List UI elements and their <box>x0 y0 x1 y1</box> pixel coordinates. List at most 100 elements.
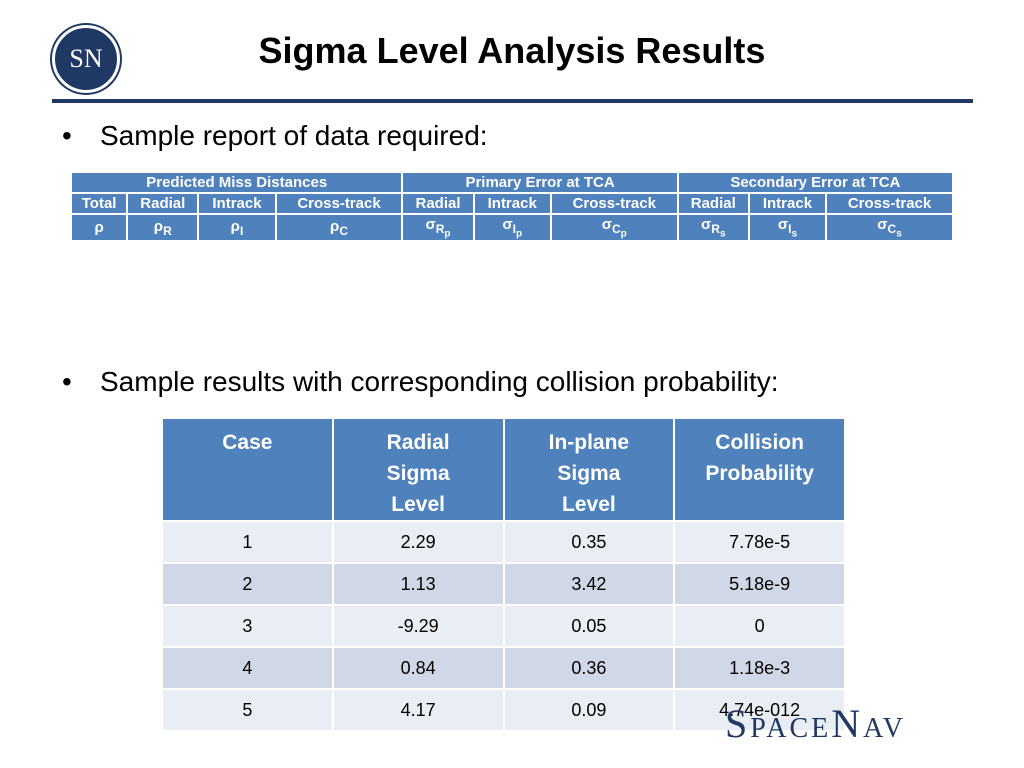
symbol-sub-text: R <box>435 222 445 236</box>
bullet-text: Sample report of data required: <box>100 120 488 151</box>
column-header: Intrack <box>472 192 552 215</box>
cell: 0.36 <box>502 646 676 690</box>
brand-word: Space <box>725 701 832 746</box>
title: Sigma Level Analysis Results <box>258 30 766 71</box>
symbol-sub-text: I <box>239 223 244 238</box>
results-table: Case Radial Sigma Level In-plane Sigma Lev… <box>161 417 846 732</box>
group-header: Primary Error at TCA <box>401 171 679 194</box>
symbol-base: σ <box>601 216 612 233</box>
cell: 7.78e-5 <box>673 520 846 564</box>
column-header: In-plane Sigma Level <box>502 417 676 522</box>
group-header: Predicted Miss Distances <box>69 171 404 194</box>
data-row: 5 4.17 0.09 4.74e-012 <box>161 688 846 732</box>
symbol-cell: σCp <box>549 212 679 243</box>
bullet-text: Sample results with corresponding collis… <box>100 366 779 397</box>
symbol-subsub: s <box>719 228 726 240</box>
symbol-sub-text: R <box>711 222 720 236</box>
data-row: 1 2.29 0.35 7.78e-5 <box>161 520 846 564</box>
symbol-subsub: p <box>515 228 523 240</box>
cell: 2.29 <box>331 520 505 564</box>
symbol-cell: σIp <box>472 212 552 243</box>
symbol-cell: ρI <box>197 212 277 243</box>
cell: 0.05 <box>502 604 676 648</box>
column-header: Radial Sigma Level <box>331 417 505 522</box>
cell: 4.74e-012 <box>673 688 846 732</box>
column-header: Total <box>69 192 129 215</box>
bullet: • Sample results with corresponding colli… <box>62 366 779 397</box>
symbol-sub-text: C <box>611 222 621 236</box>
cell: 0.09 <box>502 688 676 732</box>
cell: 1.18e-3 <box>673 646 846 690</box>
column-header: Cross-track <box>825 192 954 215</box>
symbol-cell: σRp <box>401 212 475 243</box>
title-rule <box>52 99 973 103</box>
symbol-cell: ρC <box>274 212 404 243</box>
header-row: Case Radial Sigma Level In-plane Sigma Lev… <box>161 417 846 522</box>
symbol-sub: Cs <box>887 222 902 240</box>
symbol-cell: ρR <box>126 212 200 243</box>
column-header: Intrack <box>197 192 277 215</box>
bullet: • Sample report of data required: <box>62 120 488 151</box>
symbol-subsub: p <box>444 228 451 240</box>
cell: 1 <box>161 520 334 564</box>
cell: 3 <box>161 604 334 648</box>
column-header: Cross-track <box>549 192 679 215</box>
symbol-sub: I <box>240 224 243 238</box>
symbol-cell: ρ <box>69 212 129 243</box>
cell: 4 <box>161 646 334 690</box>
symbol-base: σ <box>701 216 712 233</box>
brand: SpaceNav <box>725 700 906 747</box>
column-header: Collision Probability <box>673 417 846 522</box>
symbol-sub: Ip <box>513 222 523 240</box>
cell: -9.29 <box>331 604 505 648</box>
symbol-sub-text: C <box>887 222 897 236</box>
column-header: Cross-track <box>274 192 404 215</box>
symbol-base: ρ <box>230 217 240 235</box>
group-row: Predicted Miss Distances Primary Error at… <box>69 171 955 194</box>
brand-word: Nav <box>831 701 906 746</box>
requirements-table: Predicted Miss Distances Primary Error at… <box>69 171 955 243</box>
group-header: Secondary Error at TCA <box>676 171 955 194</box>
cell: 5.18e-9 <box>673 562 846 606</box>
cell: 0.35 <box>502 520 676 564</box>
data-row: 3 -9.29 0.05 0 <box>161 604 846 648</box>
logo: SN <box>52 25 120 93</box>
symbol-sub-text: I <box>788 222 792 236</box>
symbol-base: σ <box>877 216 888 233</box>
cell: 4.17 <box>331 688 505 732</box>
cell: 0 <box>673 604 846 648</box>
data-row: 4 0.84 0.36 1.18e-3 <box>161 646 846 690</box>
symbol-cell: σRs <box>676 212 750 243</box>
symbol-sub: Is <box>788 222 798 240</box>
symbol-sub: C <box>339 224 348 238</box>
symbol-base: σ <box>777 216 789 233</box>
symbol-sub: Rp <box>435 222 451 240</box>
column-header: Radial <box>676 192 750 215</box>
data-row: 2 1.13 3.42 5.18e-9 <box>161 562 846 606</box>
symbol-sub-text: R <box>163 223 172 238</box>
symbol-cell: σCs <box>825 212 954 243</box>
symbol-base: ρ <box>94 219 104 237</box>
symbol-sub: Cp <box>611 222 627 240</box>
cell: 1.13 <box>331 562 505 606</box>
symbol-base: ρ <box>330 217 340 235</box>
symbol-sub: Rs <box>711 222 726 240</box>
symbol-base: ρ <box>153 217 164 235</box>
symbol-sub: R <box>163 224 172 238</box>
column-header: Intrack <box>747 192 828 215</box>
symbol-subsub: p <box>620 228 627 240</box>
cell: 3.42 <box>502 562 676 606</box>
symbol-subsub: s <box>791 228 798 240</box>
symbol-row: ρ ρR ρI ρC σRp σIp σCp σRs σIs σCs <box>69 212 954 243</box>
symbol-base: σ <box>502 216 513 233</box>
symbol-subsub: s <box>896 228 902 240</box>
column-header: Radial <box>401 192 475 215</box>
cell: 2 <box>161 562 334 606</box>
symbol-base: σ <box>425 216 436 233</box>
symbol-sub-text: C <box>339 223 348 238</box>
column-header: Case <box>161 417 334 522</box>
cell: 0.84 <box>331 646 505 690</box>
column-row: Total Radial Intrack Cross-track Radial Intra… <box>69 192 954 215</box>
cell: 5 <box>161 688 334 732</box>
